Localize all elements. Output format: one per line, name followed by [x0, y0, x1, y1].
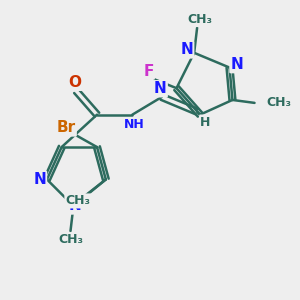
Text: H: H	[200, 116, 211, 128]
Text: CH₃: CH₃	[58, 233, 83, 246]
Text: CH₃: CH₃	[65, 194, 90, 207]
Text: O: O	[68, 75, 81, 90]
Text: CH₃: CH₃	[188, 13, 213, 26]
Text: F: F	[143, 64, 154, 79]
Text: N: N	[154, 81, 167, 96]
Text: CH₃: CH₃	[266, 96, 291, 110]
Text: NH: NH	[123, 118, 144, 131]
Text: N: N	[68, 198, 81, 213]
Text: N: N	[33, 172, 46, 187]
Text: Br: Br	[56, 120, 76, 135]
Text: N: N	[230, 57, 243, 72]
Text: N: N	[180, 42, 193, 57]
